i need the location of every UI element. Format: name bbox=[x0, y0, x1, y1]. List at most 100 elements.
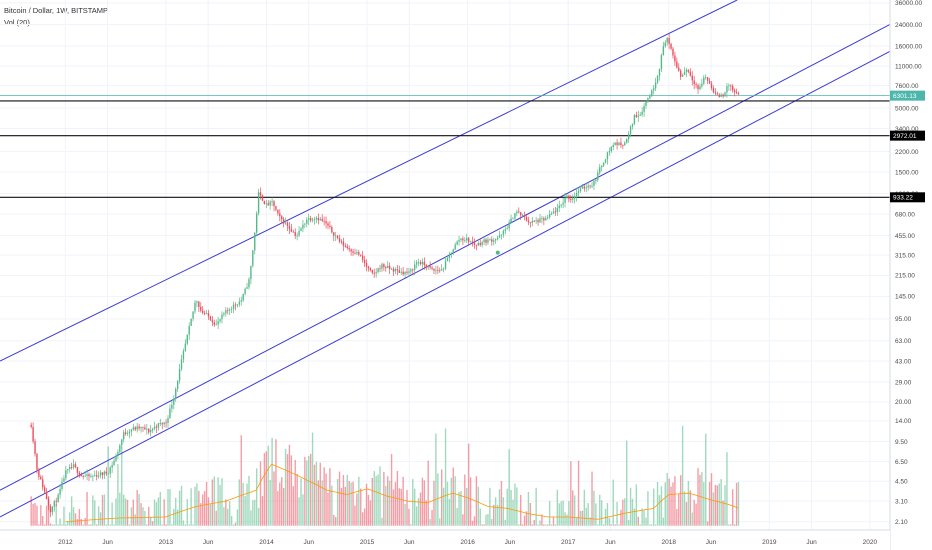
volume-bar bbox=[520, 494, 522, 526]
candle-body bbox=[421, 261, 424, 265]
volume-bar bbox=[126, 499, 129, 526]
volume-legend[interactable]: Vol (20) bbox=[4, 18, 30, 27]
volume-bar bbox=[733, 524, 736, 526]
candle-body bbox=[471, 241, 474, 243]
candle-body bbox=[589, 185, 591, 187]
candle-body bbox=[130, 429, 133, 432]
candle-body bbox=[250, 265, 252, 280]
candle-body bbox=[552, 211, 555, 214]
volume-bar bbox=[417, 498, 420, 526]
volume-bar bbox=[678, 493, 680, 526]
price-tag-label: 6301.13 bbox=[893, 93, 917, 100]
channel-line-middle[interactable] bbox=[0, 24, 890, 491]
candle-body bbox=[458, 239, 460, 242]
volume-bar bbox=[155, 502, 158, 526]
volume-bar bbox=[556, 489, 559, 526]
candle-body bbox=[415, 262, 418, 265]
level-price-tag[interactable] bbox=[890, 192, 925, 203]
volume-bar bbox=[94, 500, 96, 526]
volume-bar bbox=[358, 476, 360, 526]
candle-body bbox=[477, 243, 480, 246]
candle-body bbox=[265, 203, 268, 205]
volume-bar bbox=[431, 509, 433, 526]
volume-bar bbox=[298, 497, 300, 526]
volume-bar bbox=[252, 500, 254, 526]
candle-body bbox=[121, 439, 123, 446]
candle-body bbox=[167, 418, 169, 423]
volume-bar bbox=[467, 443, 470, 526]
candle-body bbox=[437, 270, 439, 271]
candle-body bbox=[525, 217, 528, 221]
volume-bar bbox=[616, 501, 618, 526]
level-price-tag[interactable] bbox=[890, 130, 925, 141]
volume-bar bbox=[140, 503, 142, 526]
candle-body bbox=[597, 172, 599, 180]
volume-bar bbox=[737, 481, 740, 526]
volume-bar bbox=[562, 500, 564, 526]
volume-bar bbox=[225, 499, 227, 526]
volume-bar bbox=[410, 524, 412, 526]
candle-body bbox=[331, 227, 333, 233]
channel-line-upper[interactable] bbox=[0, 0, 738, 362]
current-price-tag[interactable] bbox=[890, 90, 925, 101]
volume-bar bbox=[726, 452, 728, 526]
volume-bar bbox=[82, 524, 84, 526]
candle-body bbox=[435, 270, 437, 271]
volume-bar bbox=[593, 490, 595, 526]
candle-body bbox=[288, 226, 291, 229]
candle-body bbox=[479, 243, 481, 245]
volume-bar bbox=[622, 499, 624, 526]
candle-body bbox=[637, 115, 639, 117]
candle-body bbox=[96, 475, 98, 477]
volume-bar bbox=[649, 524, 651, 526]
candle-body bbox=[381, 264, 383, 269]
candle-body bbox=[51, 506, 54, 513]
candle-body bbox=[198, 301, 200, 307]
candle-body bbox=[140, 426, 142, 429]
volume-bar bbox=[706, 521, 709, 526]
volume-bar bbox=[606, 502, 609, 526]
volume-bar bbox=[456, 507, 458, 526]
candle-body bbox=[429, 265, 431, 268]
channel-line-lower[interactable] bbox=[0, 50, 890, 518]
symbol-legend[interactable]: Bitcoin / Dollar, 1W, BITSTAMP bbox=[4, 6, 109, 15]
volume-bar bbox=[460, 490, 462, 526]
candle-body bbox=[664, 42, 666, 47]
volume-bar bbox=[223, 507, 225, 526]
candle-body bbox=[348, 248, 350, 250]
candle-body bbox=[290, 228, 293, 232]
time-axis[interactable]: 2012 Jun 2013 Jun 2014 Jun 2015 Jun 2016 Jun 2017 J… bbox=[0, 529, 890, 550]
candle-body bbox=[656, 75, 659, 83]
candle-body bbox=[593, 181, 595, 186]
candle-body bbox=[651, 90, 653, 97]
plot-area bbox=[0, 0, 890, 526]
volume-bar bbox=[49, 523, 52, 526]
volume-bar bbox=[732, 489, 734, 526]
candle-body bbox=[317, 217, 320, 221]
candle-body bbox=[616, 142, 618, 145]
volume-bar bbox=[157, 497, 160, 526]
volume-bar bbox=[130, 507, 133, 526]
volume-bar bbox=[518, 524, 520, 526]
volume-bar bbox=[537, 524, 539, 526]
candle-body bbox=[42, 479, 44, 488]
time-axis-label: Jun bbox=[806, 539, 817, 546]
candle-body bbox=[388, 265, 391, 269]
volume-bar bbox=[548, 501, 551, 526]
candle-body bbox=[97, 475, 100, 477]
volume-bar bbox=[361, 512, 364, 526]
candle-body bbox=[703, 77, 705, 84]
candle-body bbox=[101, 472, 104, 475]
candle-body bbox=[207, 313, 210, 317]
volume-bar bbox=[207, 497, 210, 526]
candle-body bbox=[643, 105, 645, 112]
candle-body bbox=[302, 224, 304, 229]
volume-bar bbox=[96, 524, 98, 526]
candle-body bbox=[132, 427, 135, 430]
volume-bar bbox=[259, 461, 262, 526]
price-axis[interactable]: 36000.00 24000.00 16000.00 11000.00 7600.00 5… bbox=[889, 0, 932, 550]
time-axis-label: 2012 bbox=[58, 539, 73, 546]
candle-body bbox=[496, 237, 499, 240]
price-axis-label: 20.00 bbox=[895, 399, 912, 406]
